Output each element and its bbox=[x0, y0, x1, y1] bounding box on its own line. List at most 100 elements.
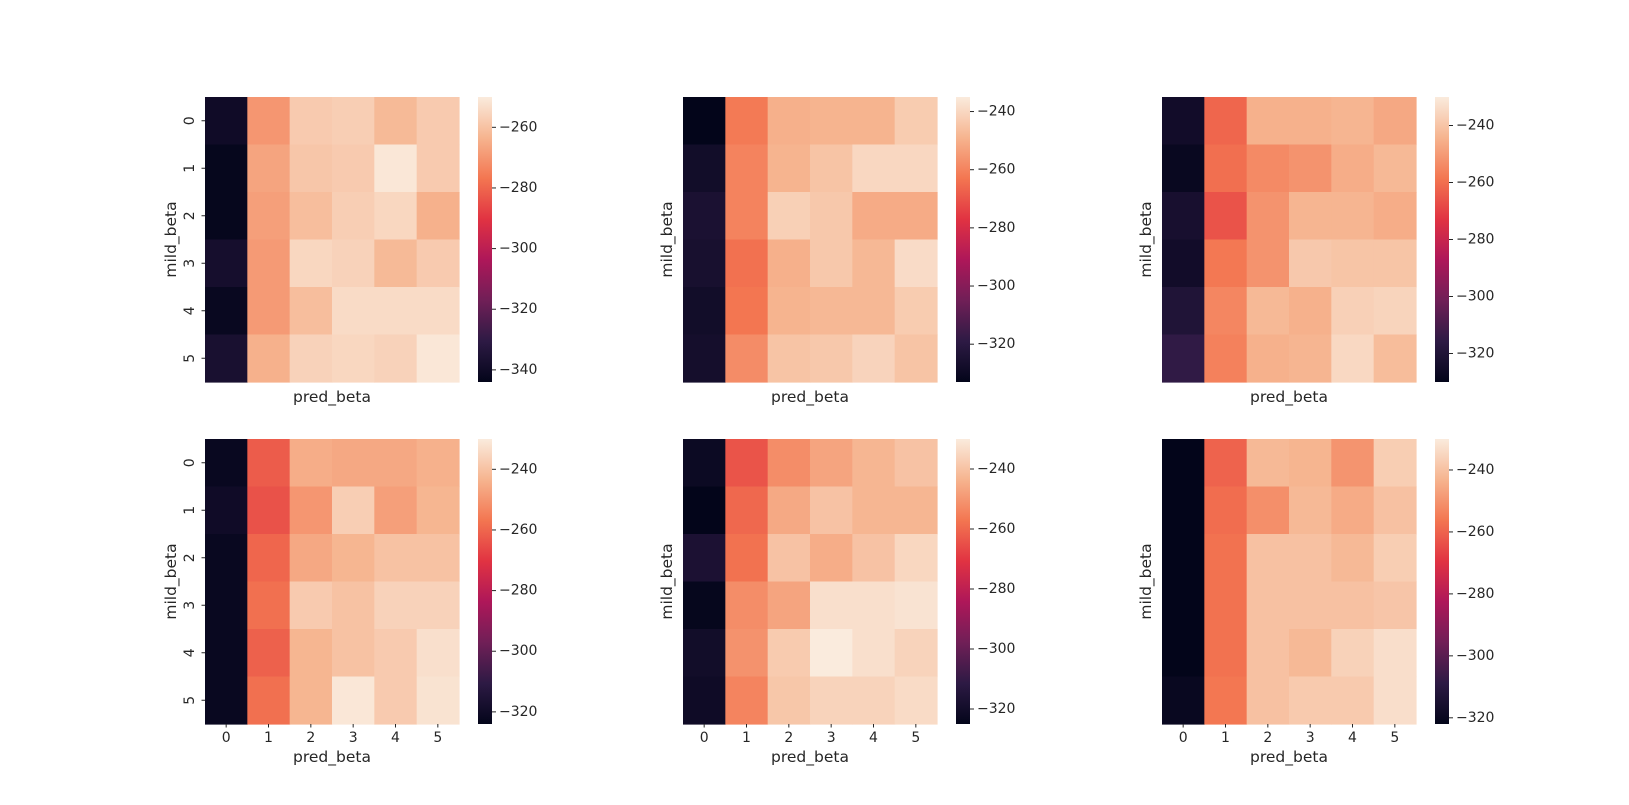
heatmap-cell bbox=[725, 97, 769, 146]
heatmap-cell bbox=[767, 239, 811, 288]
heatmap-cell bbox=[767, 486, 811, 535]
heatmap-cell bbox=[1373, 629, 1417, 678]
colorbar-tick-label: −240 bbox=[1456, 118, 1494, 134]
colorbar-tick-label: −300 bbox=[977, 641, 1015, 657]
heatmap-cell bbox=[1162, 581, 1205, 630]
heatmap-cell bbox=[332, 144, 375, 193]
heatmap-cell bbox=[1162, 192, 1205, 241]
colorbar-tick-label: −260 bbox=[977, 521, 1015, 537]
colorbar-tick-label: −300 bbox=[1456, 648, 1494, 664]
heatmap-cell bbox=[725, 439, 769, 488]
colorbar bbox=[1435, 97, 1449, 382]
heatmap-cell bbox=[725, 676, 769, 725]
heatmap-cell bbox=[1373, 192, 1417, 241]
heatmap-cell bbox=[1331, 97, 1375, 146]
y-axis-label: mild_beta bbox=[1137, 201, 1156, 277]
heatmap-cell bbox=[894, 486, 938, 535]
heatmap-cell bbox=[852, 287, 896, 336]
heatmap-cell bbox=[852, 629, 896, 678]
heatmap-cell bbox=[374, 287, 418, 336]
heatmap-cell bbox=[1246, 144, 1290, 193]
heatmap-cell bbox=[332, 581, 375, 630]
heatmap-cell bbox=[247, 144, 291, 193]
heatmap-cell bbox=[683, 581, 726, 630]
heatmap-cell bbox=[1331, 334, 1375, 383]
heatmap-cell bbox=[852, 144, 896, 193]
heatmap-cell bbox=[332, 629, 375, 678]
x-tick-label: 1 bbox=[742, 730, 751, 746]
heatmap-cell bbox=[1204, 581, 1248, 630]
heatmap-cell bbox=[247, 581, 291, 630]
heatmap-cell bbox=[289, 144, 333, 193]
heatmap-cell bbox=[683, 534, 726, 583]
heatmap-cell bbox=[247, 676, 291, 725]
heatmap-cell bbox=[1331, 192, 1375, 241]
x-axis-label: pred_beta bbox=[293, 388, 371, 407]
heatmap-cell bbox=[1204, 287, 1248, 336]
heatmap-cell bbox=[332, 439, 375, 488]
colorbar-tick-label: −240 bbox=[977, 104, 1015, 120]
colorbar bbox=[478, 439, 492, 724]
y-tick-label: 5 bbox=[182, 696, 198, 705]
heatmap-cell bbox=[894, 581, 938, 630]
heatmap-cell bbox=[205, 192, 248, 241]
heatmap-cell bbox=[1373, 334, 1417, 383]
heatmap-cell bbox=[1246, 239, 1290, 288]
heatmap-cell bbox=[852, 676, 896, 725]
heatmap-cell bbox=[374, 629, 418, 678]
colorbar-tick-label: −260 bbox=[1456, 524, 1494, 540]
heatmap-cell bbox=[767, 287, 811, 336]
colorbar-tick-label: −300 bbox=[499, 241, 537, 257]
heatmap-cell bbox=[374, 676, 418, 725]
x-tick-label: 3 bbox=[349, 730, 358, 746]
heatmap-cell bbox=[852, 534, 896, 583]
heatmap-cell bbox=[1204, 439, 1248, 488]
heatmap-cell bbox=[1289, 97, 1332, 146]
heatmap-cell bbox=[289, 439, 333, 488]
heatmap-cell bbox=[767, 629, 811, 678]
y-axis-label: mild_beta bbox=[1137, 543, 1156, 619]
heatmap-cell bbox=[247, 334, 291, 383]
x-tick-label: 5 bbox=[433, 730, 442, 746]
colorbar-tick-label: −280 bbox=[499, 583, 537, 599]
heatmap-cell bbox=[810, 629, 853, 678]
heatmap-cell bbox=[205, 239, 248, 288]
colorbar-tick-label: −280 bbox=[1456, 586, 1494, 602]
y-tick-label: 5 bbox=[182, 354, 198, 363]
heatmap-cell bbox=[1289, 439, 1332, 488]
heatmap-cell bbox=[683, 334, 726, 383]
heatmap-cell bbox=[332, 486, 375, 535]
y-axis-label: mild_beta bbox=[162, 543, 181, 619]
heatmap-cell bbox=[205, 287, 248, 336]
heatmap-panel-2: pred_beta mild_beta −240 −260 −280 −300 −320 bbox=[658, 97, 1015, 407]
colorbar bbox=[478, 97, 492, 382]
heatmap-cell bbox=[725, 144, 769, 193]
y-tick-label: 4 bbox=[182, 306, 198, 315]
heatmap-cell bbox=[683, 629, 726, 678]
heatmap-cell bbox=[1373, 676, 1417, 725]
colorbar-tick-label: −280 bbox=[499, 180, 537, 196]
heatmap-cell bbox=[683, 239, 726, 288]
heatmap-cell bbox=[1246, 334, 1290, 383]
heatmap-cell bbox=[1162, 97, 1205, 146]
x-tick-label: 2 bbox=[306, 730, 315, 746]
heatmap-cell bbox=[1162, 334, 1205, 383]
heatmap-cell bbox=[289, 486, 333, 535]
heatmap-cell bbox=[810, 534, 853, 583]
x-tick-label: 3 bbox=[827, 730, 836, 746]
heatmap-cell bbox=[416, 534, 460, 583]
heatmap-cell bbox=[332, 192, 375, 241]
heatmap-cell bbox=[374, 486, 418, 535]
heatmap-cell bbox=[767, 334, 811, 383]
heatmap-cell bbox=[1373, 97, 1417, 146]
heatmap-cell bbox=[767, 676, 811, 725]
colorbar-tick-label: −260 bbox=[977, 162, 1015, 178]
heatmap-cell bbox=[852, 581, 896, 630]
heatmap-cell bbox=[289, 629, 333, 678]
heatmap-cell bbox=[416, 144, 460, 193]
heatmap-cell bbox=[416, 239, 460, 288]
heatmap-cell bbox=[374, 144, 418, 193]
heatmap-cell bbox=[1331, 534, 1375, 583]
heatmap-cell bbox=[810, 334, 853, 383]
colorbar-tick-label: −300 bbox=[977, 278, 1015, 294]
